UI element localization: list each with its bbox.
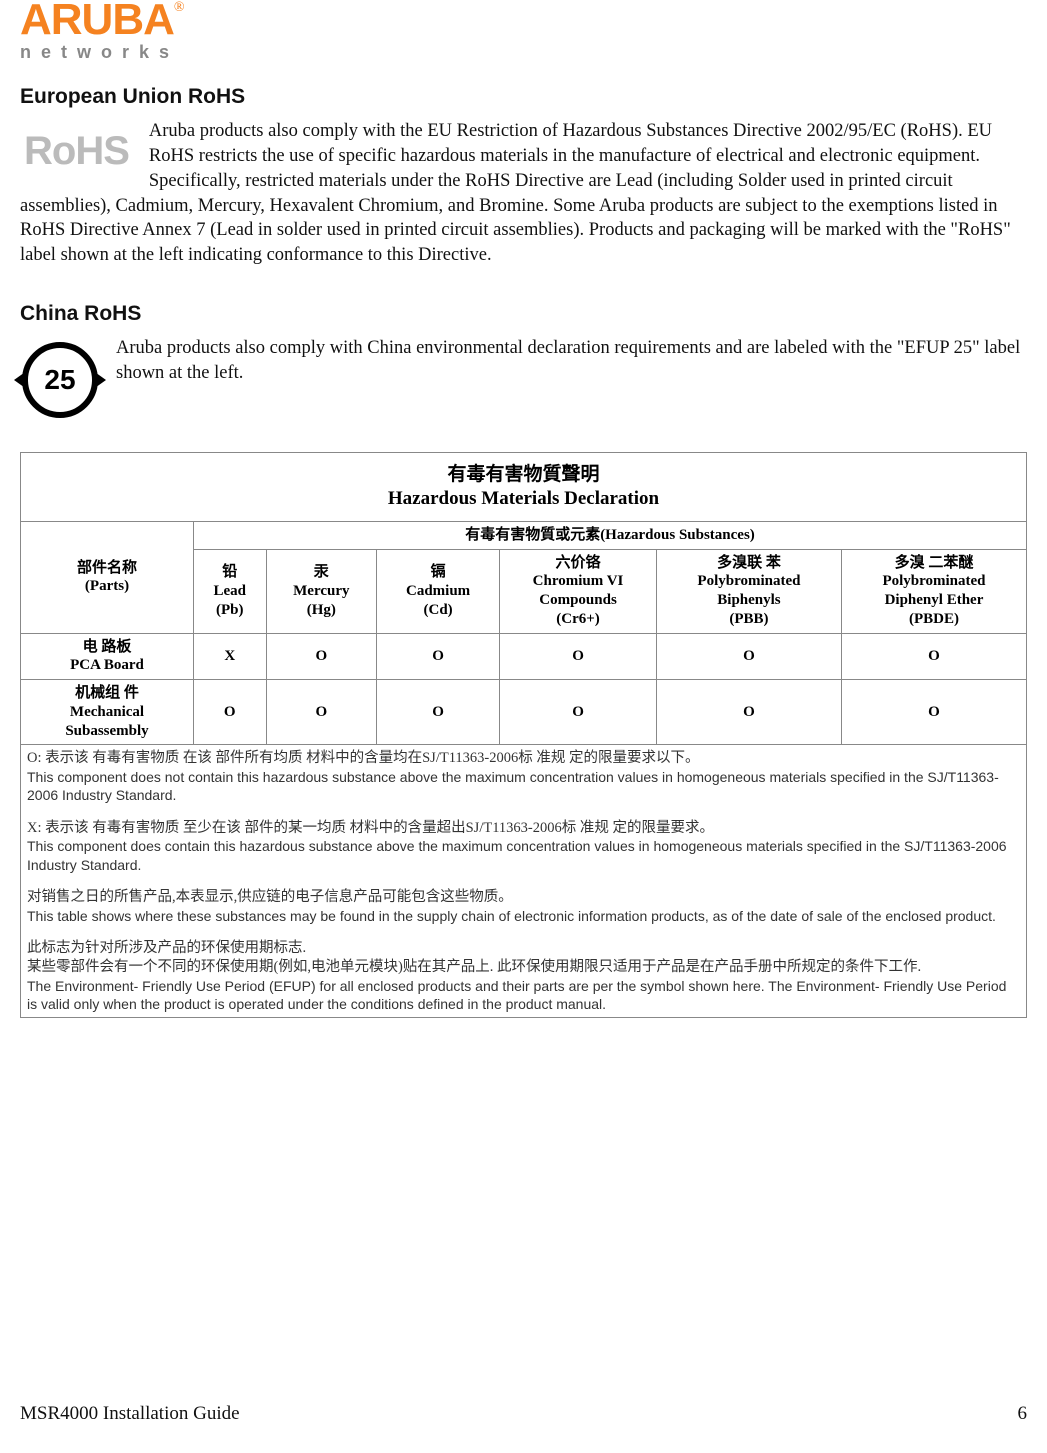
brand-logo: ARUBA® networks [20,0,1027,63]
footer-title: MSR4000 Installation Guide [20,1403,240,1425]
eu-rohs-body: Aruba products also comply with the EU R… [20,119,1027,269]
table-title-zh: 有毒有害物質聲明 [27,457,1020,487]
heading-eu-rohs: European Union RoHS [20,85,1027,109]
table-row: 机械组 件 Mechanical Subassembly O O O O O O [21,680,1027,745]
parts-head-zh: 部件名称 [27,559,187,578]
table-title-en: Hazardous Materials Declaration [27,487,1020,517]
table-subhead-row: 部件名称 (Parts) 有毒有害物質或元素(Hazardous Substan… [21,521,1027,549]
parts-head-en: (Parts) [27,577,187,596]
table-notes-row: O: 表示该 有毒有害物质 在该 部件所有均质 材料中的含量均在SJ/T1136… [21,745,1027,1018]
page-footer: MSR4000 Installation Guide 6 [20,1403,1027,1425]
hazmat-table: 有毒有害物質聲明 Hazardous Materials Declaration… [20,452,1027,1018]
logo-registered: ® [174,0,185,15]
logo-main: ARUBA [20,0,174,44]
col-cadmium: 镉 Cadmium (Cd) [377,549,500,633]
logo-subtext: networks [20,42,1027,63]
col-pbb: 多溴联 苯 Polybrominated Biphenyls (PBB) [656,549,841,633]
china-rohs-body: Aruba products also comply with China en… [20,336,1027,386]
rohs-badge-text: RoHS [20,123,133,179]
table-title-row: 有毒有害物質聲明 Hazardous Materials Declaration [21,453,1027,522]
col-lead: 铅 Lead (Pb) [194,549,267,633]
efup-arrow-right-icon [92,370,106,390]
col-chromium: 六价铬 Chromium VI Compounds (Cr6+) [500,549,657,633]
table-row: 电 路板 PCA Board X O O O O O [21,633,1027,680]
note-supply: 对销售之日的所售产品,本表显示,供应链的电子信息产品可能包含这些物质。 This… [27,888,1020,925]
col-mercury: 汞 Mercury (Hg) [266,549,377,633]
col-pbde: 多溴 二苯醚 Polybrominated Diphenyl Ether (PB… [841,549,1026,633]
efup-badge: 25 [20,340,100,420]
note-o: O: 表示该 有毒有害物质 在该 部件所有均质 材料中的含量均在SJ/T1136… [27,749,1020,804]
heading-china-rohs: China RoHS [20,302,1027,326]
efup-value: 25 [44,364,75,396]
note-x: X: 表示该 有毒有害物质 至少在该 部件的某一均质 材料中的含量超出SJ/T1… [27,819,1020,874]
substances-head: 有毒有害物質或元素(Hazardous Substances) [465,527,755,543]
footer-page-number: 6 [1018,1403,1028,1425]
note-efup: 此标志为针对所涉及产品的环保使用期标志. 某些零部件会有一个不同的环保使用期(例… [27,939,1020,1013]
rohs-badge: RoHS [20,123,133,179]
efup-circle-icon: 25 [22,342,98,418]
